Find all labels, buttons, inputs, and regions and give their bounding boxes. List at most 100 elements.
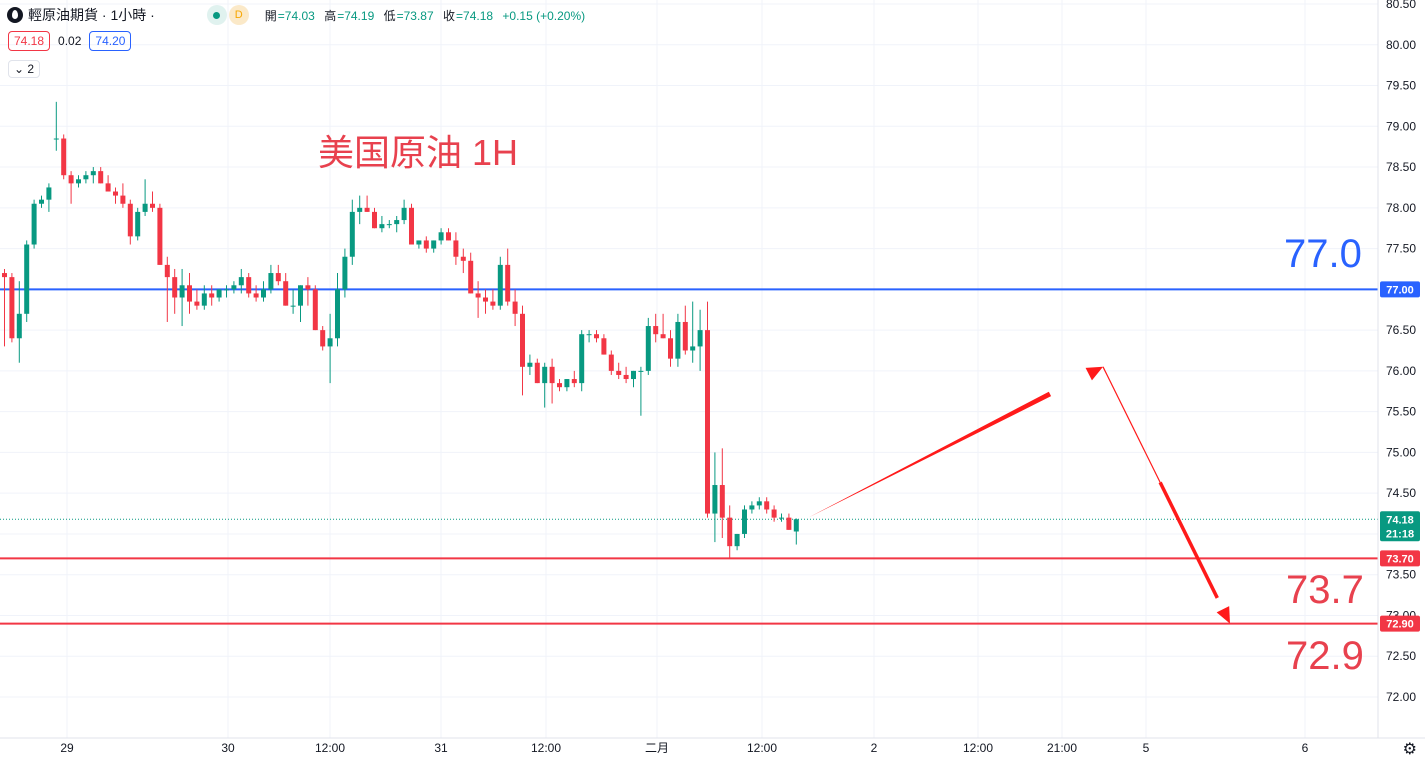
projection-down-leg-thin xyxy=(1102,366,1161,483)
chart-grid xyxy=(0,0,1378,738)
candle-body xyxy=(690,346,696,351)
candle-body xyxy=(771,509,777,518)
oil-drop-icon xyxy=(7,7,23,23)
candle-body xyxy=(542,366,548,384)
candle-body xyxy=(564,379,570,388)
market-open-icon[interactable] xyxy=(206,5,227,25)
candle-body xyxy=(608,354,614,371)
price-tick-label: 79.00 xyxy=(1386,119,1416,133)
candle-body xyxy=(549,366,555,384)
time-tick-label: 6 xyxy=(1302,741,1309,755)
candle-body xyxy=(468,260,474,294)
candle-body xyxy=(335,289,340,339)
level-price-tag-text: 72.90 xyxy=(1386,619,1414,631)
symbol-title[interactable]: 輕原油期貨 · 1小時 · xyxy=(28,7,155,23)
candle-body xyxy=(401,207,407,221)
candle-body xyxy=(749,505,755,510)
candle-body xyxy=(320,330,326,347)
candle-body xyxy=(601,338,607,355)
level-price-tag xyxy=(1380,550,1420,567)
time-tick-label: 30 xyxy=(221,741,235,755)
candle-body xyxy=(120,195,126,204)
candle-body xyxy=(246,277,252,294)
candle-body xyxy=(438,232,444,241)
candle-body xyxy=(90,171,96,176)
last-price-text: 74.18 xyxy=(1386,514,1414,526)
time-tick-label: 31 xyxy=(434,741,448,755)
candle-body xyxy=(201,293,207,306)
candle-body xyxy=(187,285,192,302)
candle-body xyxy=(505,264,511,302)
candle-body xyxy=(238,277,244,286)
candle-body xyxy=(364,207,370,212)
candle-body xyxy=(446,232,451,241)
buy-price-button[interactable]: 74.20 xyxy=(89,31,132,51)
candle-body xyxy=(305,285,311,290)
delayed-data-badge[interactable]: D xyxy=(228,5,249,25)
candle-body xyxy=(2,273,7,278)
candle-body xyxy=(793,519,799,532)
price-tick-label: 72.00 xyxy=(1386,690,1416,704)
candle-body xyxy=(142,203,148,212)
candle-body xyxy=(31,203,37,245)
time-tick-label: 12:00 xyxy=(963,741,993,755)
candle-body xyxy=(520,313,525,367)
candle-body xyxy=(490,301,496,306)
bid-ask-panel: 74.18 0.02 74.20 xyxy=(8,31,132,51)
level-72-9-label: 72.9 xyxy=(1286,634,1364,678)
sell-price-button[interactable]: 74.18 xyxy=(8,31,51,51)
candle-body xyxy=(357,207,363,212)
price-tick-label: 75.00 xyxy=(1386,445,1416,459)
candle-body xyxy=(579,334,585,384)
price-axis: 72.0072.5073.0073.5074.0074.5075.0075.50… xyxy=(1377,0,1420,738)
candle-body xyxy=(172,277,178,298)
time-tick-label: 二月 xyxy=(645,741,669,755)
candle-body xyxy=(668,338,673,359)
candle-body xyxy=(705,330,710,514)
candle-body xyxy=(719,485,725,518)
indicators-toggle-button[interactable]: ⌄ 2 xyxy=(8,60,41,78)
price-tick-label: 80.50 xyxy=(1386,0,1416,11)
level-73-7-label: 73.7 xyxy=(1286,568,1364,612)
candle-body xyxy=(453,240,459,257)
candle-body xyxy=(779,517,784,519)
candle-body xyxy=(224,289,229,291)
candle-body xyxy=(423,240,429,249)
candle-body xyxy=(127,203,133,237)
candle-body xyxy=(557,383,562,388)
time-tick-label: 12:00 xyxy=(315,741,345,755)
candle-body xyxy=(231,285,237,290)
price-tick-label: 78.00 xyxy=(1386,201,1416,215)
candle-body xyxy=(194,301,200,306)
candle-body xyxy=(527,362,533,367)
candle-body xyxy=(497,264,503,306)
settings-gear-icon[interactable]: ⚙ xyxy=(1402,741,1417,758)
candle-body xyxy=(756,501,762,506)
candle-body xyxy=(409,207,414,245)
candle-body xyxy=(534,362,540,384)
candle-body xyxy=(164,264,170,278)
candle-body xyxy=(46,187,52,200)
candle-body xyxy=(327,338,333,347)
candle-body xyxy=(431,240,437,249)
candle-body xyxy=(298,285,303,306)
candle-body xyxy=(275,273,281,282)
candle-body xyxy=(631,370,636,380)
candle-body xyxy=(675,321,681,359)
ohlc-low: =73.87 xyxy=(396,8,434,23)
candle-body xyxy=(727,517,733,547)
projection-down-leg-thick xyxy=(1158,481,1219,599)
candle-body xyxy=(68,175,74,184)
price-tick-label: 77.50 xyxy=(1386,242,1416,256)
candle-body xyxy=(594,334,599,339)
candle-body xyxy=(61,138,67,176)
time-axis: 29 30 12:00 31 12:00 二月 12:00 2 12:00 21:00 5 6 xyxy=(0,737,1425,755)
candle-body xyxy=(394,220,400,225)
candle-body xyxy=(734,533,740,547)
time-tick-label: 29 xyxy=(60,741,74,755)
candle-body xyxy=(586,334,592,336)
level-price-tag xyxy=(1380,281,1420,298)
candles xyxy=(2,101,799,559)
candle-body xyxy=(53,138,59,140)
